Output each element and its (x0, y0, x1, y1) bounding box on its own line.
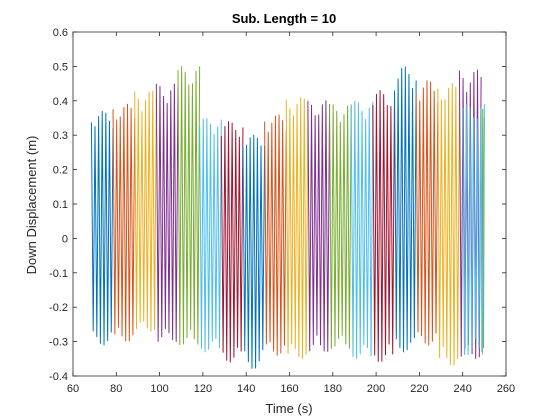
y-tick-label: -0.3 (49, 337, 68, 349)
series-line-12 (329, 104, 352, 349)
series-line-13 (350, 100, 374, 360)
series-layer (90, 65, 485, 369)
y-tick-label: 0.6 (53, 27, 68, 39)
y-tick-label: 0.5 (53, 61, 68, 73)
series-line-3 (134, 90, 157, 332)
series-line-15 (394, 66, 417, 353)
series-line-18 (458, 69, 482, 360)
series-line-1 (90, 110, 114, 346)
y-tick-label: -0.2 (49, 302, 68, 314)
x-tick-label: 240 (454, 383, 472, 395)
y-tick-label: 0.4 (53, 96, 68, 108)
series-line-6 (199, 118, 222, 353)
x-tick-label: 140 (237, 383, 255, 395)
x-tick-label: 200 (367, 383, 385, 395)
x-axis-label: Time (s) (265, 401, 312, 416)
series-line-9 (264, 114, 287, 356)
axes-layer: 60 80 100 120 140 160 180 200 220 240 260 -0.4 -0.3 -… (49, 27, 515, 395)
series-line-4 (155, 83, 179, 343)
x-tick-label: 120 (194, 383, 212, 395)
series-line-5 (177, 65, 201, 346)
y-tick-label: 0.2 (53, 165, 68, 177)
series-line-2 (112, 103, 136, 342)
series-line-7 (220, 121, 244, 363)
y-axis-label: Down Displacement (m) (24, 136, 39, 275)
x-tick-label: 220 (410, 383, 428, 395)
series-line-16 (415, 80, 439, 346)
x-tick-label: 160 (280, 383, 298, 395)
y-tick-label: -0.4 (49, 371, 68, 383)
series-line-20 (462, 103, 485, 356)
series-line-17 (437, 83, 460, 366)
chart-title: Sub. Length = 10 (232, 11, 336, 26)
y-tick-label: -0.1 (49, 268, 68, 280)
y-tick-label: 0.1 (53, 199, 68, 211)
x-tick-label: 100 (150, 383, 168, 395)
series-line-11 (307, 100, 331, 352)
y-tick-label: 0 (62, 233, 68, 245)
x-tick-label: 180 (324, 383, 342, 395)
x-tick-label: 80 (110, 383, 122, 395)
series-line-8 (242, 134, 266, 369)
y-tick-label: 0.3 (53, 130, 68, 142)
series-line-14 (372, 89, 395, 362)
x-tick-label: 260 (497, 383, 515, 395)
x-tick-label: 60 (67, 383, 79, 395)
series-line-10 (285, 97, 309, 360)
